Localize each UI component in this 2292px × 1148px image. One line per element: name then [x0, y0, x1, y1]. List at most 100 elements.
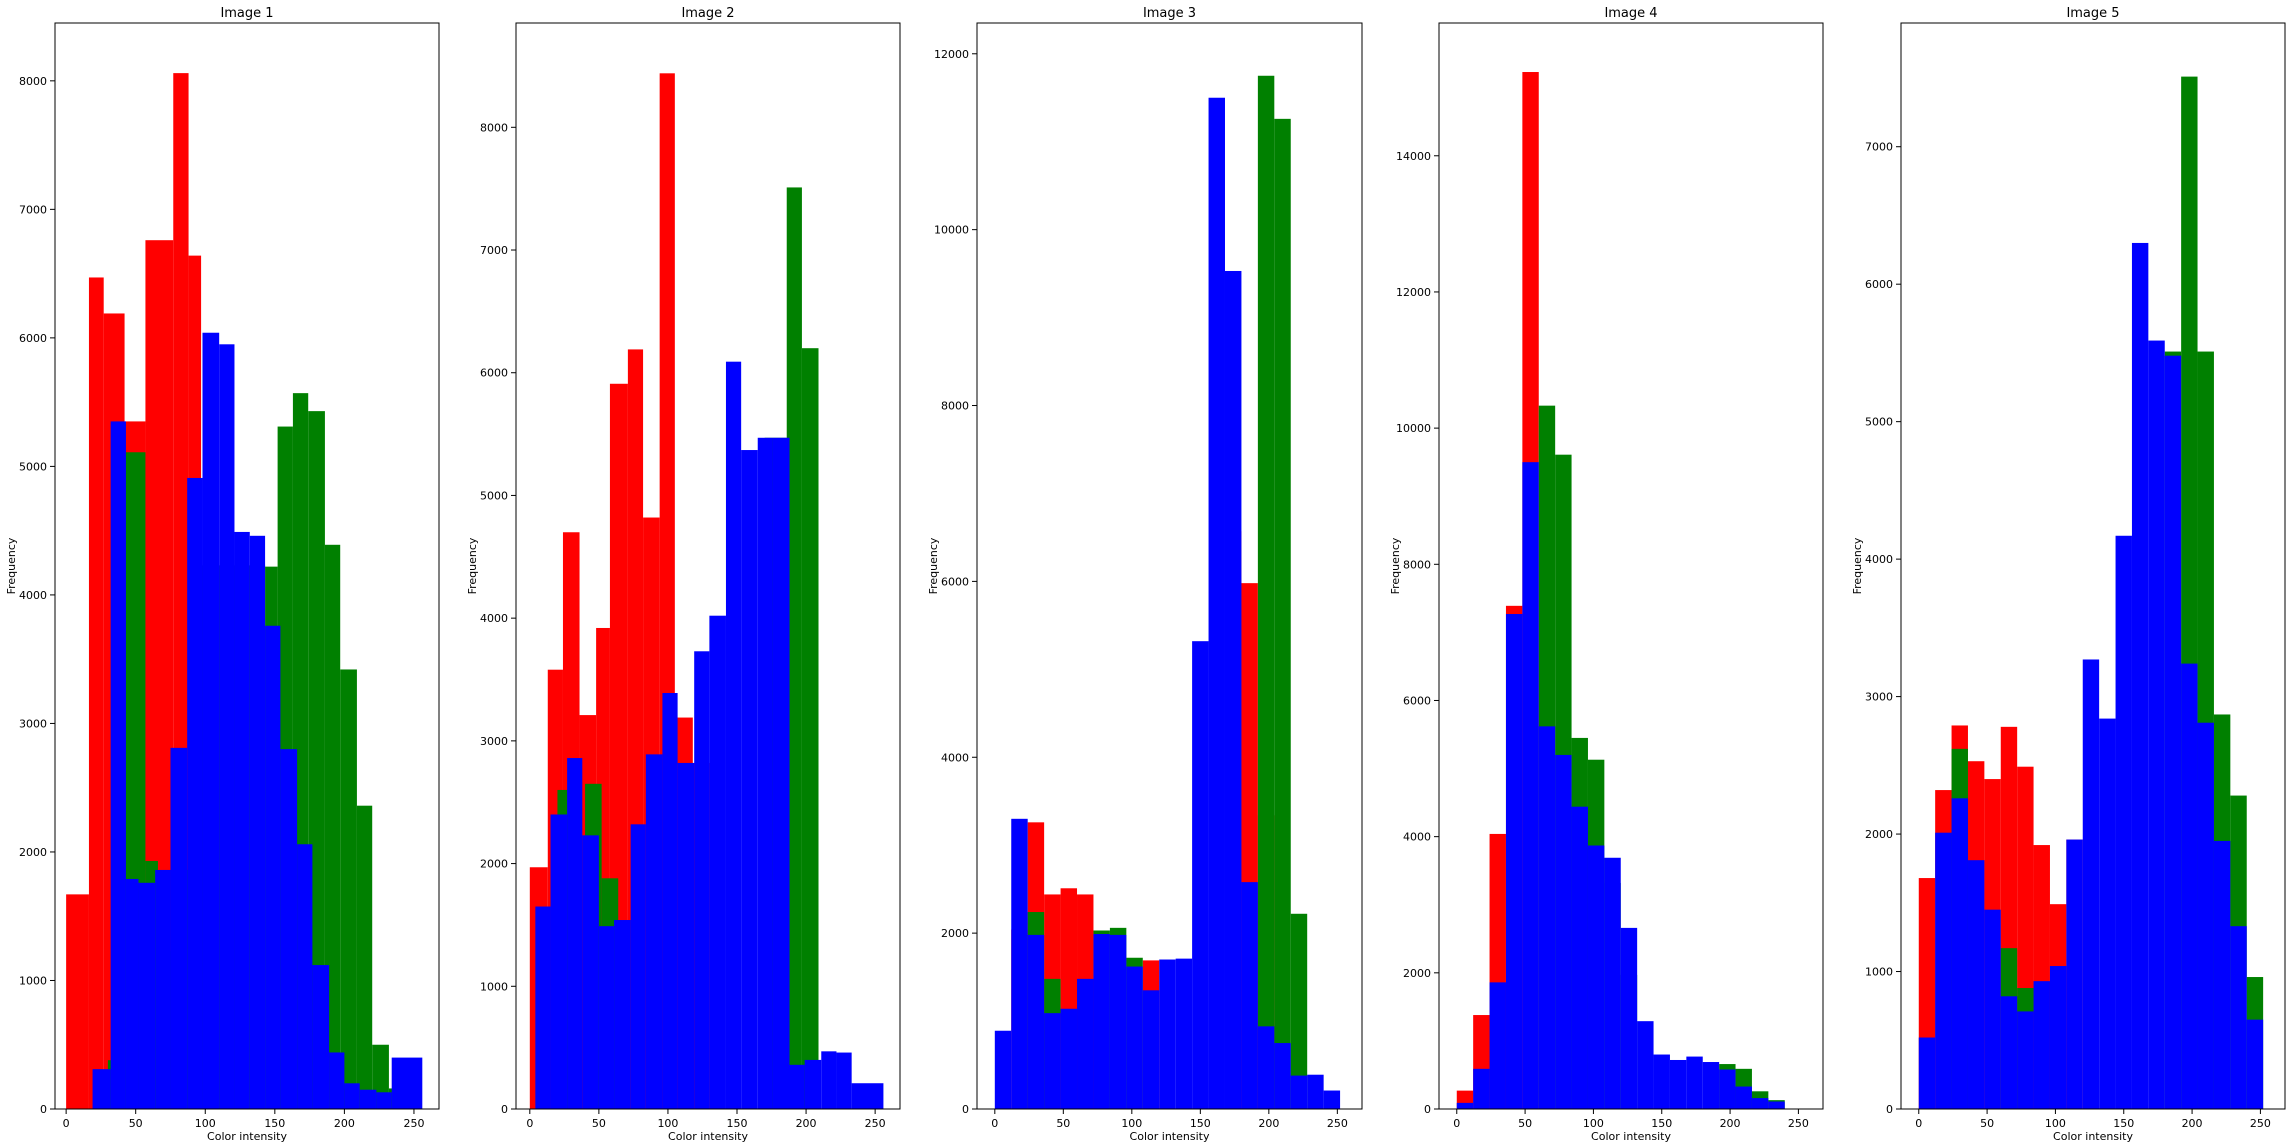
bar-blue-12 — [1637, 1021, 1654, 1109]
y-tick-label: 2000 — [480, 858, 508, 871]
bar-blue-17 — [344, 1083, 360, 1109]
bar-blue-9 — [662, 693, 678, 1109]
x-tick-label: 0 — [1453, 1117, 1460, 1130]
x-tick-label: 200 — [1258, 1117, 1279, 1130]
y-tick-label: 8000 — [19, 75, 47, 88]
bar-green-5 — [786, 187, 802, 1109]
bar-blue-10 — [2066, 839, 2083, 1109]
x-tick-label: 250 — [2250, 1117, 2271, 1130]
bar-blue-10 — [1604, 857, 1621, 1109]
y-tick-label: 6000 — [19, 332, 47, 345]
chart-panel-1: 0 50 100 150 200 250 0 1000 2000 3000 4000 5000 6000… — [5, 6, 440, 1143]
bar-blue-9 — [1587, 845, 1605, 1109]
x-tick-label: 200 — [1720, 1117, 1741, 1130]
bar-blue-18 — [804, 1059, 822, 1109]
chart-title: Image 5 — [2066, 6, 2119, 21]
y-tick-label: 4000 — [1403, 831, 1431, 844]
series-blue — [994, 97, 1341, 1110]
x-tick-label: 50 — [1518, 1117, 1532, 1130]
bar-blue-14 — [1669, 1059, 1687, 1109]
y-tick-label: 2000 — [941, 927, 969, 940]
x-axis-label: Color intensity — [1591, 1130, 1671, 1143]
bar-blue-18 — [1735, 1086, 1752, 1109]
bar-blue-7 — [187, 477, 203, 1110]
bar-blue-20 — [2230, 926, 2247, 1109]
bar-blue-3 — [1951, 798, 1968, 1109]
bar-blue-21 — [851, 1083, 884, 1109]
x-tick-label: 50 — [1980, 1117, 1994, 1130]
y-tick-label: 1000 — [1865, 966, 1893, 979]
chart-panel-5: 0 50 100 150 200 250 0 1000 2000 3000 4000 5000 6000… — [1851, 6, 2286, 1143]
x-tick-label: 100 — [2045, 1117, 2066, 1130]
y-axis-label: Frequency — [1389, 537, 1402, 594]
y-tick-label: 7000 — [19, 203, 47, 216]
bar-blue-17 — [1257, 1026, 1275, 1109]
y-tick-label: 4000 — [941, 751, 969, 764]
bar-blue-11 — [2082, 659, 2100, 1109]
bar-blue-6 — [2000, 996, 2018, 1109]
bar-blue-10 — [1142, 990, 1160, 1109]
y-axis-label: Frequency — [1851, 537, 1864, 594]
bar-blue-16 — [1702, 1062, 1720, 1109]
bar-blue-6 — [1077, 978, 1094, 1109]
bar-blue-14 — [297, 844, 313, 1109]
bar-blue-8 — [202, 332, 220, 1110]
bar-blue-3 — [1027, 934, 1045, 1109]
chart-panel-2: 0 50 100 150 200 250 0 1000 2000 3000 4000 5000 6000… — [466, 6, 901, 1143]
bar-blue-19 — [1751, 1098, 1769, 1109]
bar-blue-20 — [1768, 1101, 1785, 1109]
x-axis-label: Color intensity — [207, 1130, 287, 1143]
x-tick-label: 200 — [796, 1117, 817, 1130]
chart-title: Image 1 — [220, 6, 273, 21]
x-tick-label: 150 — [1190, 1117, 1211, 1130]
x-tick-label: 50 — [1056, 1117, 1070, 1130]
bar-blue-5 — [1984, 909, 2001, 1109]
bar-blue-21 — [1323, 1090, 1341, 1109]
bar-blue-3 — [125, 878, 139, 1109]
x-tick-label: 0 — [991, 1117, 998, 1130]
bar-green-10 — [308, 411, 325, 1109]
y-tick-label: 5000 — [19, 460, 47, 473]
y-tick-label: 2000 — [1403, 967, 1431, 980]
axes-frame — [1438, 22, 1824, 1110]
bar-blue-5 — [155, 869, 171, 1109]
x-tick-label: 250 — [1327, 1117, 1348, 1130]
y-tick-label: 6000 — [480, 367, 508, 380]
x-tick-label: 100 — [1121, 1117, 1142, 1130]
bar-blue-19 — [1290, 1075, 1308, 1109]
axes-frame — [54, 22, 440, 1110]
bar-blue-18 — [1274, 1043, 1291, 1109]
bar-blue-18 — [359, 1089, 377, 1109]
bar-blue-21 — [2246, 1019, 2264, 1109]
bar-blue-2 — [1011, 818, 1028, 1109]
y-axis-label: Frequency — [927, 537, 940, 594]
y-tick-label: 14000 — [1396, 150, 1431, 163]
bar-blue-20 — [836, 1052, 852, 1109]
x-tick-label: 100 — [1583, 1117, 1604, 1130]
bar-red-2 — [88, 277, 104, 1110]
bar-blue-7 — [630, 824, 646, 1109]
axes-frame — [1900, 22, 2286, 1110]
bar-blue-16 — [772, 437, 790, 1109]
bar-green-13 — [356, 805, 373, 1109]
y-tick-label: 8000 — [480, 121, 508, 134]
bar-blue-4 — [138, 882, 156, 1109]
bar-blue-1 — [1918, 1037, 1936, 1109]
axes-frame — [515, 22, 901, 1110]
x-axis-label: Color intensity — [1130, 1130, 1210, 1143]
x-tick-label: 250 — [403, 1117, 424, 1130]
bar-blue-10 — [677, 762, 695, 1109]
y-tick-label: 2000 — [1865, 828, 1893, 841]
bar-blue-11 — [249, 535, 266, 1109]
bar-blue-12 — [1175, 958, 1193, 1109]
series-blue — [1918, 242, 2264, 1109]
bar-blue-6 — [170, 747, 188, 1109]
y-tick-label: 2000 — [19, 846, 47, 859]
bar-green-6 — [801, 348, 819, 1109]
bar-blue-8 — [2033, 981, 2050, 1109]
x-tick-label: 150 — [1651, 1117, 1672, 1130]
x-tick-label: 50 — [129, 1117, 143, 1130]
bar-blue-1 — [994, 1030, 1012, 1109]
bar-green-6 — [1257, 75, 1275, 1109]
